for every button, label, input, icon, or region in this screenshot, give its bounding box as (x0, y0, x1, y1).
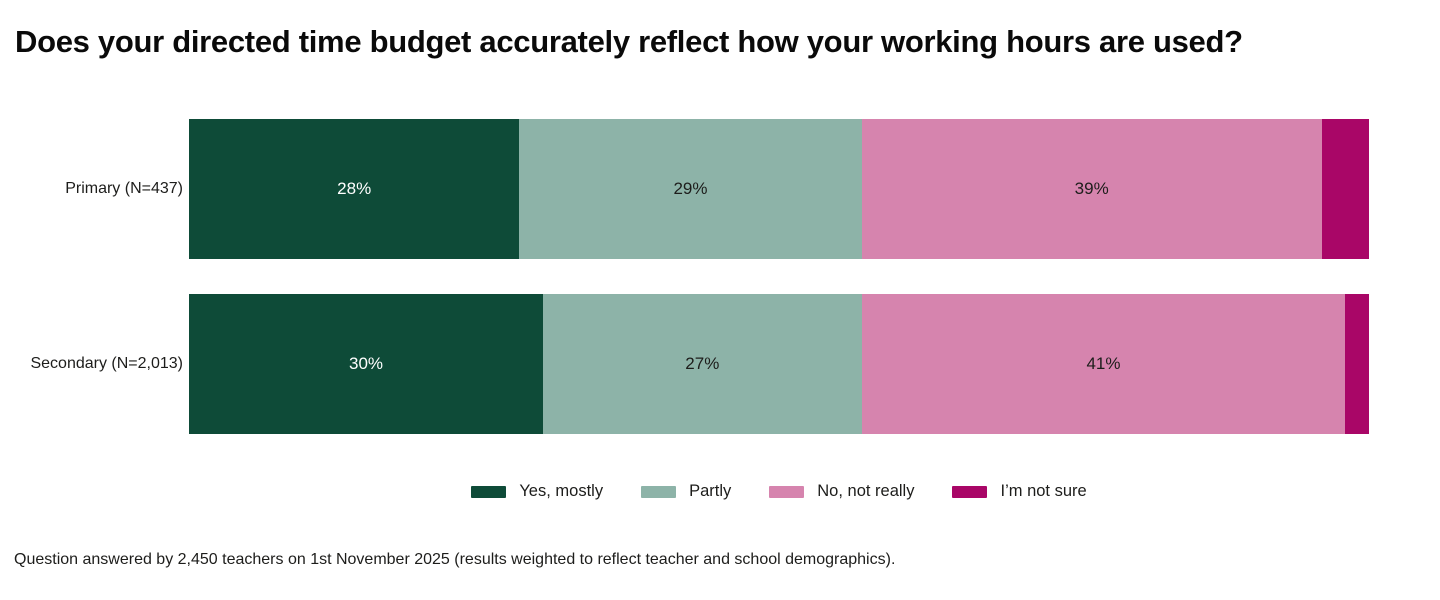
bar-segment (1345, 294, 1369, 434)
chart-legend: Yes, mostly Partly No, not really I’m not s… (189, 482, 1369, 501)
segment-value-label: 39% (1074, 179, 1109, 198)
bar-segment: 41% (861, 294, 1346, 434)
bar-segment (1321, 119, 1369, 259)
bar-segment: 29% (519, 119, 862, 259)
bar-segment: 27% (543, 294, 862, 434)
legend-item: I’m not sure (952, 482, 1087, 501)
row-label: Primary (N=437) (65, 180, 183, 197)
legend-label: I’m not sure (1000, 482, 1087, 500)
legend-item: Yes, mostly (471, 482, 603, 501)
legend-item: No, not really (769, 482, 914, 501)
bar-row: Secondary (N=2,013) 30% 27% 41% (0, 294, 1440, 434)
legend-label: No, not really (817, 482, 915, 500)
bar-track: 30% 27% 41% (189, 294, 1369, 434)
segment-value-label: 41% (1086, 354, 1121, 373)
legend-label: Yes, mostly (519, 482, 604, 500)
legend-swatch (471, 485, 507, 498)
legend-swatch (641, 485, 677, 498)
stacked-bar-chart: Primary (N=437) 28% 29% 39% Secondary (N=2,0… (0, 119, 1440, 469)
bar-row: Primary (N=437) 28% 29% 39% (0, 119, 1440, 259)
segment-value-label: 27% (685, 354, 720, 373)
legend-swatch (952, 485, 988, 498)
legend-label: Partly (689, 482, 732, 500)
bar-track: 28% 29% 39% (189, 119, 1369, 259)
legend-swatch (769, 485, 805, 498)
legend-item: Partly (641, 482, 731, 501)
chart-footnote: Question answered by 2,450 teachers on 1… (14, 551, 896, 568)
bar-segment: 30% (189, 294, 543, 434)
segment-value-label: 28% (337, 179, 372, 198)
segment-value-label: 30% (348, 354, 384, 373)
chart-title: Does your directed time budget accuratel… (15, 24, 1243, 59)
bar-segment: 39% (861, 119, 1322, 259)
bar-segment: 28% (189, 119, 520, 259)
segment-value-label: 29% (673, 179, 708, 198)
row-label: Secondary (N=2,013) (30, 355, 183, 372)
